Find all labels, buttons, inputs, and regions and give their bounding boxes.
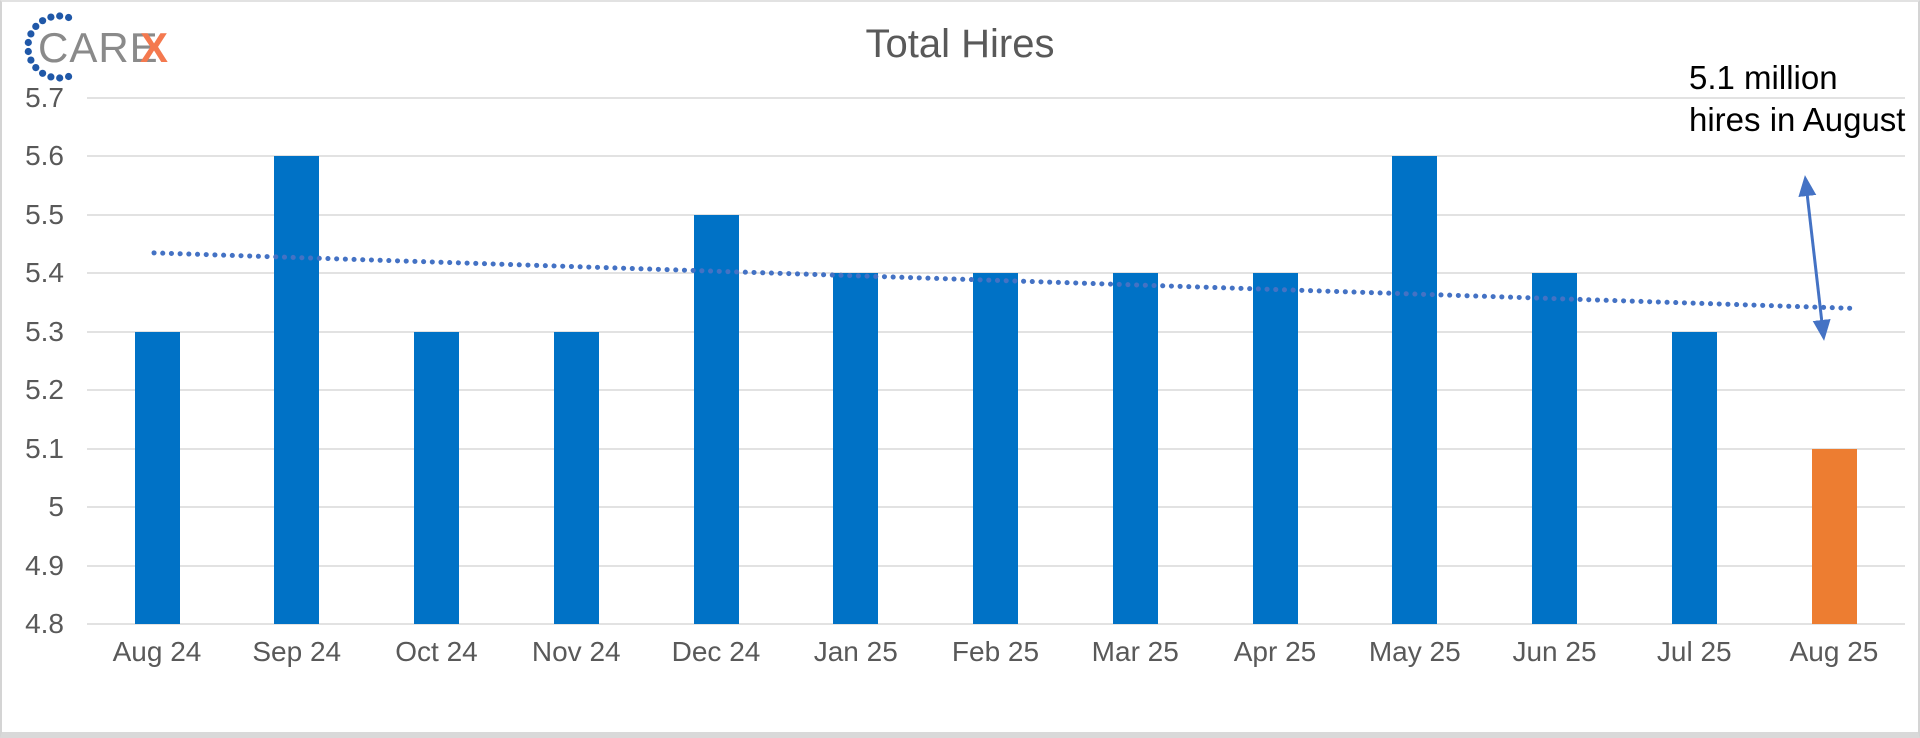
logo-dot — [24, 47, 32, 56]
double-arrow-icon — [1798, 175, 1831, 341]
logo-dot — [24, 38, 32, 47]
bar-feb-25 — [973, 273, 1018, 624]
annotation-line-1: 5.1 million — [1689, 59, 1838, 96]
chart-title: Total Hires — [865, 22, 1055, 66]
logo-dot — [65, 72, 73, 81]
logo-dot — [27, 30, 35, 38]
x-tick-label: Aug 25 — [1789, 636, 1879, 667]
gridline — [87, 213, 1905, 216]
bar-aug-25 — [1811, 448, 1857, 624]
bar-may-25 — [1392, 156, 1438, 624]
bar-nov-24 — [553, 331, 599, 624]
bar-dec-24 — [693, 214, 739, 624]
bar-jul-25 — [1671, 331, 1717, 624]
y-tick-label: 4.8 — [25, 608, 64, 639]
carex-logo: CARE X — [24, 12, 168, 82]
x-tick-label: Oct 24 — [395, 636, 478, 667]
logo-text-care: CARE — [38, 24, 159, 71]
x-tick-label: Mar 25 — [1091, 636, 1179, 667]
x-tick-label: Apr 25 — [1233, 636, 1317, 667]
x-tick-label: Jun 25 — [1512, 636, 1597, 667]
bar-jun-25 — [1532, 273, 1577, 624]
logo-text-x: X — [140, 24, 168, 71]
logo-dot — [56, 74, 64, 82]
bar-oct-24 — [414, 331, 459, 624]
y-tick-label: 5.5 — [25, 198, 64, 230]
x-tick-label: Jan 25 — [813, 636, 898, 667]
y-tick-label: 4.9 — [25, 549, 64, 581]
gridline — [87, 155, 1905, 158]
annotation-line-2: hires in August — [1689, 101, 1906, 138]
bar-aug-24 — [134, 331, 180, 624]
logo-dot — [47, 13, 55, 21]
logo-dot — [39, 17, 47, 25]
x-tick-label: May 25 — [1368, 636, 1461, 667]
x-tick-label: Dec 24 — [671, 636, 761, 667]
annotation-text: 5.1 million hires in August — [1689, 57, 1905, 141]
logo-dot — [56, 12, 64, 20]
y-tick-label: 5.6 — [25, 140, 64, 172]
x-tick-label: Jul 25 — [1656, 636, 1732, 667]
bar-apr-25 — [1252, 273, 1298, 624]
gridline — [87, 623, 1905, 625]
logo-dot — [47, 73, 55, 81]
logo-dot — [27, 56, 35, 64]
x-tick-label: Feb 25 — [951, 636, 1040, 667]
logo-dotted-circle-icon — [24, 12, 73, 82]
y-tick-label: 5.7 — [25, 82, 64, 113]
logo-dot — [32, 22, 40, 30]
logo-dot — [65, 13, 73, 22]
y-tick-label: 5.1 — [25, 432, 64, 464]
y-tick-label: 5.2 — [25, 374, 64, 406]
x-tick-label: Aug 24 — [112, 636, 202, 667]
x-tick-label: Sep 24 — [252, 636, 342, 667]
x-tick-label: Nov 24 — [531, 636, 621, 667]
logo-dot — [32, 64, 40, 72]
bar-sep-24 — [274, 156, 320, 624]
logo-dot — [39, 69, 47, 77]
bar-mar-25 — [1112, 273, 1158, 624]
y-tick-label: 5 — [48, 491, 64, 523]
gridline — [87, 97, 1905, 99]
y-tick-label: 5.4 — [25, 257, 64, 289]
y-tick-label: 5.3 — [25, 315, 64, 347]
bar-jan-25 — [833, 273, 879, 624]
